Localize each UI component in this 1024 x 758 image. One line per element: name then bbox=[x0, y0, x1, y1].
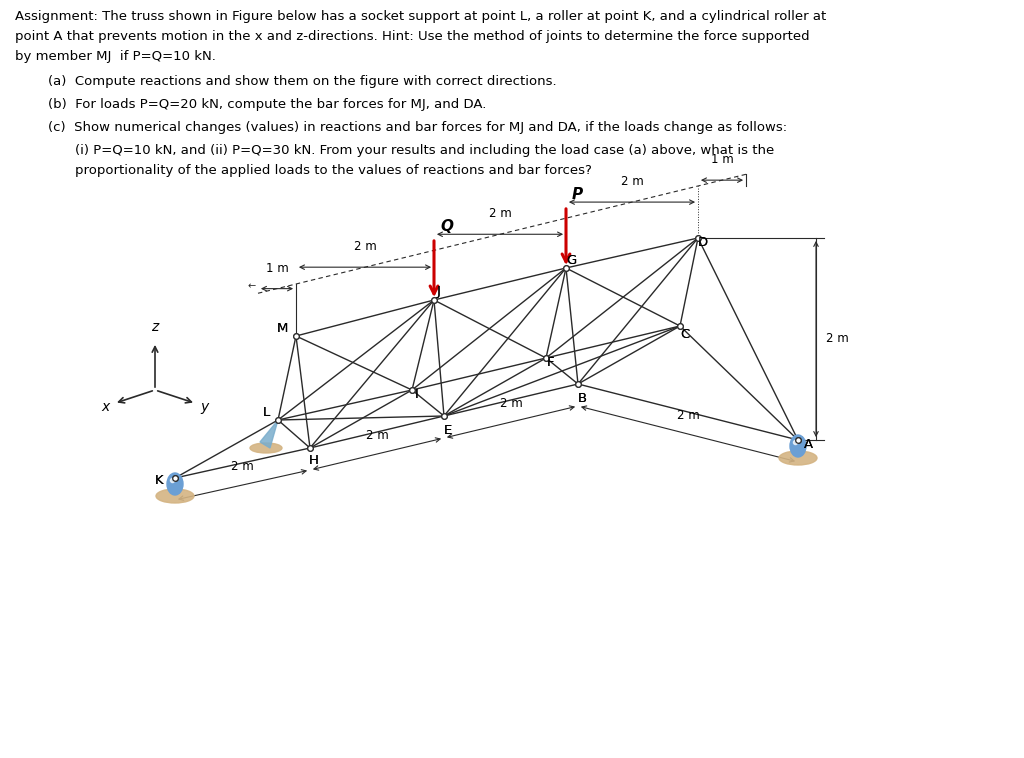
Ellipse shape bbox=[167, 473, 183, 495]
Text: 1 m: 1 m bbox=[711, 153, 733, 166]
Text: 2 m: 2 m bbox=[231, 460, 254, 473]
Text: Q: Q bbox=[440, 219, 453, 234]
Text: C: C bbox=[680, 327, 689, 340]
Text: Assignment: The truss shown in Figure below has a socket support at point L, a r: Assignment: The truss shown in Figure be… bbox=[15, 10, 826, 23]
Text: y: y bbox=[201, 399, 209, 414]
Text: M: M bbox=[276, 321, 288, 334]
Text: H: H bbox=[309, 453, 318, 466]
Ellipse shape bbox=[790, 435, 806, 457]
Text: L: L bbox=[262, 406, 269, 418]
Text: J: J bbox=[437, 286, 441, 299]
Text: point A that prevents motion in the x and z-directions. Hint: Use the method of : point A that prevents motion in the x an… bbox=[15, 30, 810, 43]
Text: z: z bbox=[152, 320, 159, 334]
Text: 2 m: 2 m bbox=[826, 333, 849, 346]
Text: (a)  Compute reactions and show them on the figure with correct directions.: (a) Compute reactions and show them on t… bbox=[48, 75, 557, 88]
Text: E: E bbox=[443, 424, 453, 437]
Text: (b)  For loads P=Q=20 kN, compute the bar forces for MJ, and DA.: (b) For loads P=Q=20 kN, compute the bar… bbox=[48, 98, 486, 111]
Text: P: P bbox=[572, 187, 583, 202]
Text: A: A bbox=[804, 437, 813, 450]
Polygon shape bbox=[260, 420, 278, 448]
Text: (i) P=Q=10 kN, and (ii) P=Q=30 kN. From your results and including the load case: (i) P=Q=10 kN, and (ii) P=Q=30 kN. From … bbox=[75, 144, 774, 157]
Text: 2 m: 2 m bbox=[488, 207, 511, 221]
Text: H: H bbox=[309, 453, 318, 466]
Text: by member MJ  if P=Q=10 kN.: by member MJ if P=Q=10 kN. bbox=[15, 50, 216, 63]
Text: I: I bbox=[415, 387, 419, 400]
Text: M: M bbox=[276, 321, 288, 334]
Ellipse shape bbox=[250, 443, 282, 453]
Text: A: A bbox=[804, 437, 813, 450]
Ellipse shape bbox=[156, 489, 194, 503]
Text: F: F bbox=[547, 356, 555, 368]
Text: B: B bbox=[578, 391, 587, 405]
Text: 1 m: 1 m bbox=[265, 262, 289, 274]
Text: 2 m: 2 m bbox=[500, 397, 522, 410]
Text: 2 m: 2 m bbox=[353, 240, 377, 253]
Text: C: C bbox=[680, 327, 689, 340]
Text: F: F bbox=[547, 356, 555, 368]
Text: L: L bbox=[262, 406, 269, 418]
Text: x: x bbox=[101, 399, 110, 414]
Text: proportionality of the applied loads to the values of reactions and bar forces?: proportionality of the applied loads to … bbox=[75, 164, 592, 177]
Text: I: I bbox=[415, 387, 419, 400]
Text: J: J bbox=[437, 286, 441, 299]
Text: G: G bbox=[566, 253, 577, 267]
Text: 2 m: 2 m bbox=[366, 429, 388, 442]
Text: 2 m: 2 m bbox=[621, 175, 643, 188]
Text: B: B bbox=[578, 391, 587, 405]
Text: E: E bbox=[443, 424, 453, 437]
Text: ←: ← bbox=[248, 281, 256, 291]
Ellipse shape bbox=[779, 451, 817, 465]
Text: K: K bbox=[155, 474, 163, 487]
Text: G: G bbox=[566, 253, 577, 267]
Text: D: D bbox=[698, 236, 708, 249]
Text: K: K bbox=[155, 474, 163, 487]
Text: D: D bbox=[698, 236, 708, 249]
Text: (c)  Show numerical changes (values) in reactions and bar forces for MJ and DA, : (c) Show numerical changes (values) in r… bbox=[48, 121, 787, 134]
Text: 2 m: 2 m bbox=[677, 409, 699, 422]
